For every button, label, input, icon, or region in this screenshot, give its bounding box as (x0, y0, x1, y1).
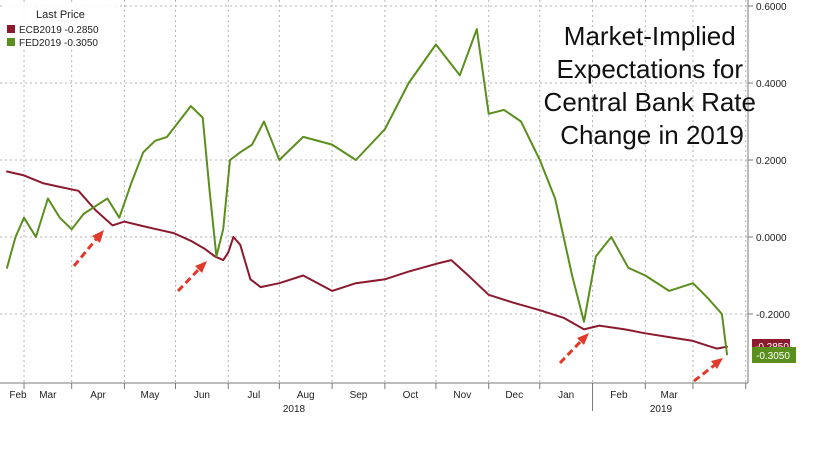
legend-swatch-ecb (7, 25, 15, 33)
x-year-label-2018: 2018 (283, 404, 306, 415)
title-line-2: Expectations for (557, 54, 744, 84)
x-tick-label-9: Nov (453, 390, 471, 401)
legend: Last Price ECB2019 -0.2850 FED2019 -0.30… (3, 5, 118, 50)
y-tick-label-3: 0.0000 (756, 233, 787, 244)
legend-entry-fed: FED2019 -0.3050 (19, 38, 98, 49)
y-tick-label-1: 0.4000 (756, 79, 787, 90)
series-line-ecb2019 (6, 170, 728, 350)
title-line-3: Central Bank Rate (544, 87, 756, 117)
badge-fed-text: -0.3050 (756, 351, 790, 362)
x-tick-label-10: Dec (505, 390, 523, 401)
x-tick-label-3: May (141, 390, 160, 401)
x-year-label-2019: 2019 (650, 404, 673, 415)
x-tick-label-7: Sep (350, 390, 368, 401)
y-tick-label-2: 0.2000 (756, 156, 787, 167)
title-line-1: Market-Implied (564, 21, 736, 51)
chart-title: Market-Implied Expectations for Central … (544, 21, 761, 150)
y-axis: 0.6000 0.4000 0.2000 0.0000 -0.2000 (748, 2, 790, 321)
legend-heading: Last Price (36, 9, 85, 21)
x-tick-label-11: Jan (558, 390, 574, 401)
x-tick-label-8: Oct (403, 390, 419, 401)
x-tick-label-6: Aug (297, 390, 315, 401)
legend-background (3, 5, 118, 50)
y-tick-label-0: 0.6000 (756, 2, 787, 13)
badge-fed (752, 347, 796, 363)
arrow-mar-2019 (693, 358, 723, 383)
arrow-apr-2018 (72, 230, 104, 267)
x-axis: Feb Mar Apr May Jun Jul Aug Sep Oct Nov Dec Jan Feb M… (9, 383, 747, 411)
x-tick-label-1: Mar (39, 390, 57, 401)
grid (0, 0, 748, 383)
x-tick-label-0: Feb (9, 390, 27, 401)
title-line-4: Change in 2019 (560, 120, 744, 150)
arrow-dec-2018 (558, 333, 589, 365)
x-tick-label-13: Mar (661, 390, 679, 401)
y-tick-label-4: -0.2000 (756, 310, 790, 321)
annotation-arrows (72, 230, 723, 383)
x-tick-label-4: Jun (194, 390, 210, 401)
legend-entry-ecb: ECB2019 -0.2850 (19, 25, 99, 36)
arrow-may-2018 (176, 261, 207, 293)
legend-swatch-fed (7, 38, 15, 46)
x-tick-label-2: Apr (90, 390, 106, 401)
series-line-fed2019 (6, 28, 728, 356)
series-layer (6, 28, 728, 356)
last-value-badges: -0.2850 -0.3050 (752, 339, 796, 363)
x-tick-label-5: Jul (247, 390, 260, 401)
x-tick-label-12: Feb (610, 390, 628, 401)
